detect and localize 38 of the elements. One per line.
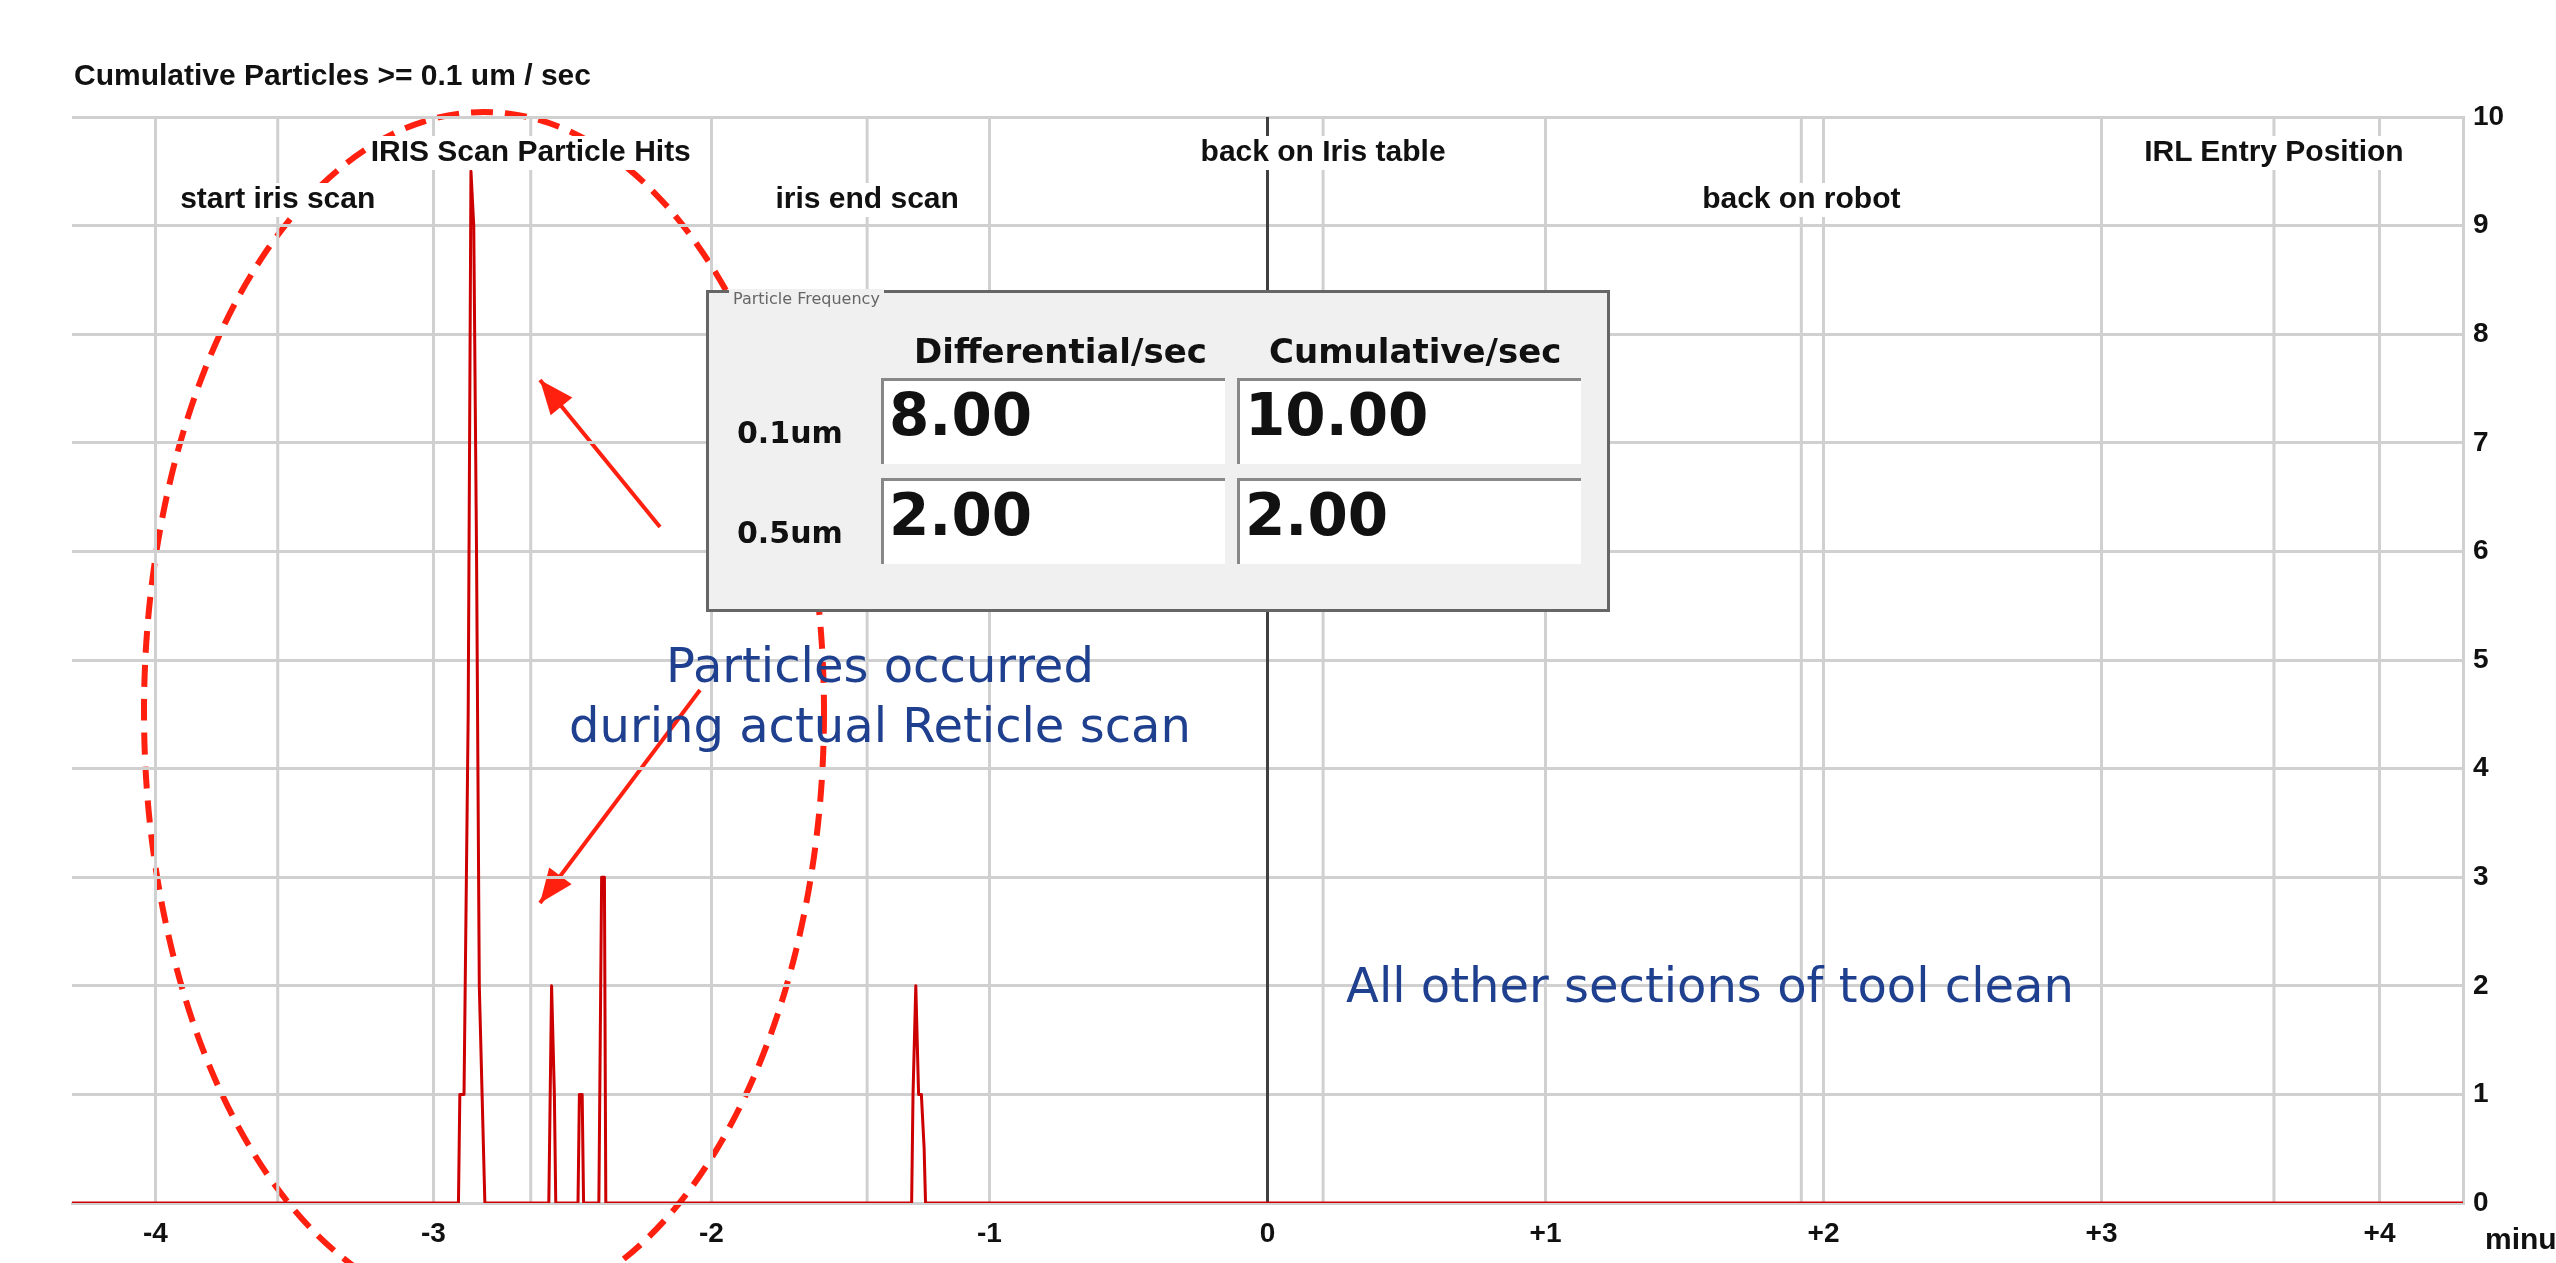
annotation: 10.00 xyxy=(1245,381,1429,449)
annotation: Differential/sec xyxy=(914,331,1207,371)
annotation: 2.00 xyxy=(889,481,1033,549)
chart-title: Cumulative Particles >= 0.1 um / sec xyxy=(74,58,591,92)
y-tick-label: 5 xyxy=(2473,642,2489,674)
x-tick-label: -4 xyxy=(142,1216,169,1248)
x-tick-label: -3 xyxy=(420,1216,446,1248)
x-tick-label: +4 xyxy=(2363,1216,2396,1248)
ref-line-label: start iris scan xyxy=(180,181,376,215)
y-tick-label: 10 xyxy=(2473,99,2505,131)
ref-line-label: IRL Entry Position xyxy=(2144,134,2404,168)
x-tick-label: +1 xyxy=(1529,1216,1562,1248)
x-tick-label: 0 xyxy=(1259,1216,1276,1248)
annotation: 0.5um xyxy=(737,515,843,550)
y-tick-label: 7 xyxy=(2473,425,2489,457)
y-tick-label: 2 xyxy=(2473,968,2489,1000)
y-tick-label: 6 xyxy=(2473,534,2489,566)
x-tick-label: +2 xyxy=(1807,1216,1840,1248)
annotation: 8.00 xyxy=(889,381,1033,449)
annotation: 2.00 xyxy=(1245,481,1389,549)
annotation: Particle Frequency xyxy=(729,289,884,308)
ref-line-label: back on robot xyxy=(1702,181,1901,215)
x-tick-label: -1 xyxy=(977,1216,1002,1248)
y-tick-label: 0 xyxy=(2473,1185,2489,1217)
x-axis-title: minu xyxy=(2485,1222,2556,1256)
ref-line-label: back on Iris table xyxy=(1200,134,1446,168)
y-tick-label: 1 xyxy=(2473,1077,2489,1109)
y-tick-label: 3 xyxy=(2473,859,2489,891)
ref-line-label: IRIS Scan Particle Hits xyxy=(370,134,691,168)
annotation: Cumulative/sec xyxy=(1269,331,1562,371)
x-tick-label: +3 xyxy=(2085,1216,2118,1248)
y-tick-label: 4 xyxy=(2473,751,2489,783)
y-tick-label: 9 xyxy=(2473,208,2489,240)
annotation: All other sections of tool clean xyxy=(1345,956,2075,1015)
y-tick-label: 8 xyxy=(2473,316,2489,348)
annotation: 0.1um xyxy=(737,415,843,450)
x-tick-label: -2 xyxy=(699,1216,724,1248)
ref-line-label: iris end scan xyxy=(775,181,959,215)
